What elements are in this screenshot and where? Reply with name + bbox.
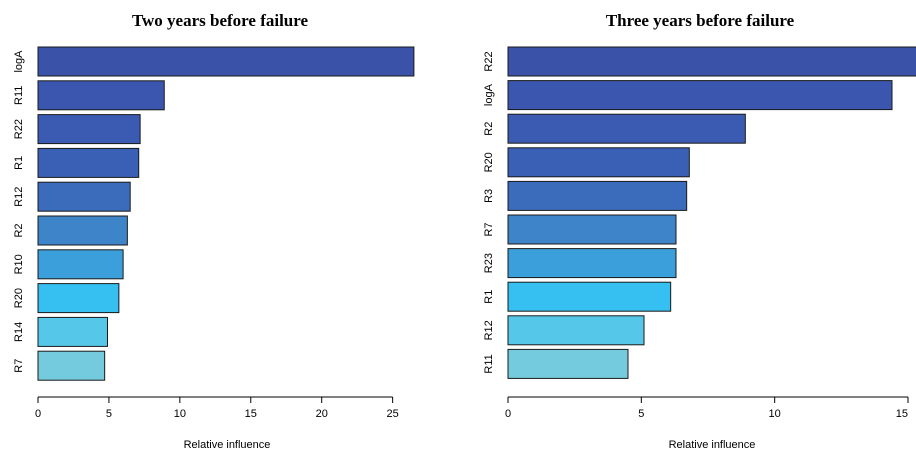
bar-loga [37,46,415,77]
bar-r2 [507,113,746,144]
bar-r1 [37,147,140,178]
bar-r10 [37,249,124,280]
bar-r12 [507,315,645,346]
category-label: R2 [483,122,495,136]
category-label: R14 [13,322,25,342]
x-tick-label: 25 [387,408,399,420]
category-label: R2 [13,223,25,237]
category-label: R3 [483,189,495,203]
category-label: R12 [13,187,25,207]
bar-r7 [37,350,106,381]
category-label: R23 [483,253,495,273]
category-label: R22 [13,119,25,139]
category-label: R22 [483,51,495,71]
bar-r22 [507,46,916,77]
bar-r22 [37,114,141,145]
category-label: R20 [483,152,495,172]
bar-r23 [507,248,677,279]
x-tick-label: 0 [505,408,511,420]
bar-loga [507,80,893,111]
x-tick-label: 15 [896,408,908,420]
x-axis-label: Relative influence [184,439,271,451]
bar-r3 [507,180,688,211]
bar-r14 [37,316,109,347]
chart-panel-three-years: Three years before failure R22logAR2R20R… [483,11,916,451]
category-labels: logA R11 R22 R1 R12 R2 R10 R20 R14 R7 [13,50,25,373]
bar-r11 [37,80,165,111]
bar-r7 [507,214,677,245]
x-axis-ticks: 0 5 10 15 [505,397,909,420]
x-tick-label: 10 [174,408,186,420]
x-tick-label: 15 [245,408,257,420]
category-label: R12 [483,320,495,340]
category-label: R10 [13,254,25,274]
chart-title: Two years before failure [132,11,309,30]
bar-r1 [507,281,672,312]
category-label: R7 [483,222,495,236]
x-tick-label: 5 [106,408,112,420]
x-axis-label: Relative influence [669,439,756,451]
category-label: R20 [13,288,25,308]
x-tick-label: 10 [769,408,781,420]
category-label: logA [483,83,495,106]
chart-panel-two-years: Two years before failure logA R11 R22 R1 R12… [13,11,415,451]
category-label: logA [13,50,25,73]
bar-r2 [37,215,128,246]
x-tick-label: 0 [35,408,41,420]
bar-r12 [37,181,131,212]
category-label: R1 [13,156,25,170]
x-tick-label: 20 [316,408,328,420]
category-labels: R22 logA R2 R20 R3 R7 R23 R1 R12 R11 [483,51,495,373]
bar-r20 [37,283,120,314]
category-label: R11 [13,86,25,105]
category-label: R1 [483,290,495,304]
chart-title: Three years before failure [606,11,795,30]
category-label: R7 [13,359,25,373]
x-axis-ticks: 0 5 10 15 20 25 [35,397,399,420]
bars-group [507,46,916,379]
bars-group [37,46,415,381]
category-label: R11 [483,354,495,373]
x-tick-label: 5 [638,408,644,420]
bar-r11 [507,348,629,379]
bar-r20 [507,147,690,178]
